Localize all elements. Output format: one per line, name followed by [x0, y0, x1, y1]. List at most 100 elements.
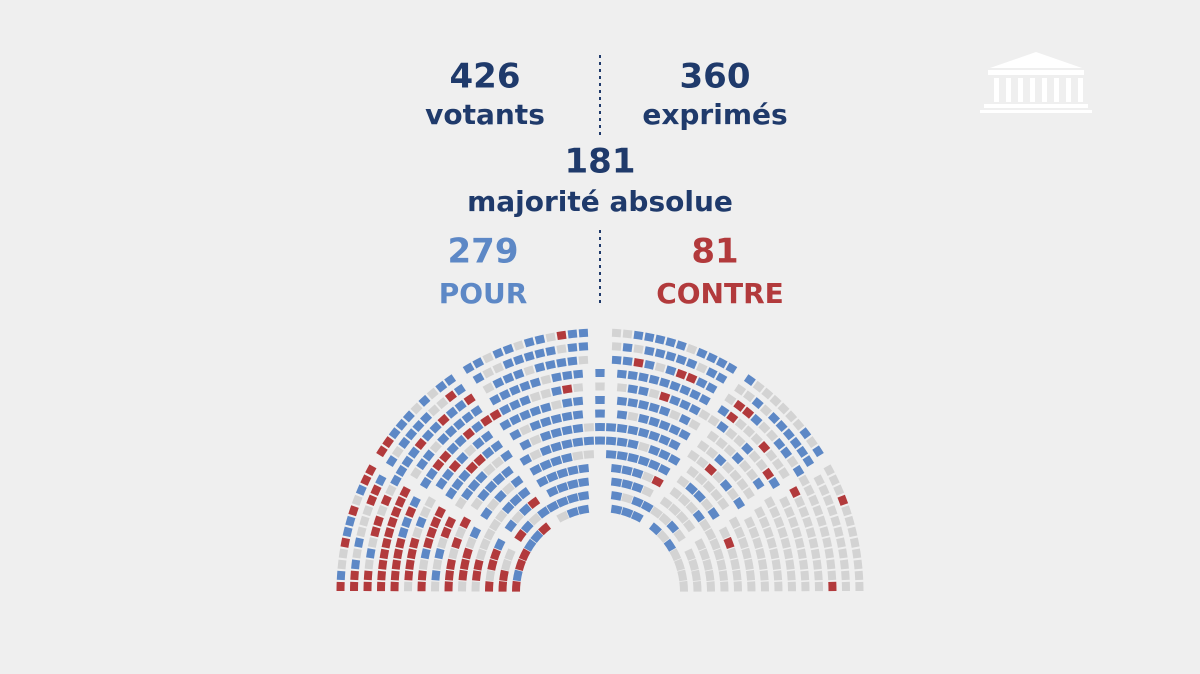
- seat: [391, 445, 404, 458]
- seat: [755, 458, 768, 472]
- seat: [437, 432, 450, 446]
- seat: [785, 559, 795, 570]
- seat: [698, 393, 711, 406]
- seat: [796, 445, 809, 458]
- seat: [685, 482, 698, 496]
- seat: [764, 496, 776, 509]
- seat: [733, 496, 746, 510]
- seat: [393, 548, 403, 560]
- seat: [418, 394, 431, 407]
- seat: [748, 526, 760, 539]
- seat: [828, 474, 840, 486]
- seat: [519, 453, 533, 466]
- seat: [529, 463, 543, 476]
- seat: [462, 427, 475, 440]
- seat: [513, 340, 525, 351]
- seat: [679, 580, 688, 592]
- seat: [688, 403, 701, 416]
- seat: [794, 537, 805, 549]
- seat: [616, 410, 628, 420]
- seat: [812, 445, 824, 458]
- seat: [616, 383, 627, 393]
- seat: [675, 511, 689, 524]
- seat: [667, 453, 681, 466]
- seat: [445, 487, 458, 500]
- seat: [830, 515, 841, 527]
- seat: [668, 503, 681, 517]
- seat: [733, 434, 746, 448]
- seat: [470, 497, 483, 511]
- seat: [561, 411, 573, 422]
- seat: [409, 537, 420, 549]
- seat: [509, 414, 522, 426]
- seat: [723, 536, 735, 550]
- seat: [654, 348, 666, 359]
- seat: [567, 343, 578, 353]
- seat: [382, 436, 394, 449]
- votants-label: votants: [425, 98, 545, 131]
- seat: [724, 393, 737, 406]
- seat: [849, 537, 860, 548]
- seat: [440, 526, 452, 539]
- seat: [782, 428, 795, 441]
- seat: [529, 391, 542, 403]
- seat: [489, 393, 502, 406]
- seat: [750, 413, 763, 427]
- seat: [444, 390, 457, 403]
- seat: [627, 425, 639, 436]
- seat: [407, 446, 420, 459]
- seat: [461, 487, 474, 501]
- seat: [704, 528, 717, 541]
- seat: [439, 450, 452, 463]
- seat: [648, 402, 660, 413]
- seat: [718, 526, 731, 540]
- seat: [725, 427, 738, 440]
- votants-count: 426: [450, 57, 521, 97]
- seat: [806, 436, 818, 449]
- seat: [675, 340, 687, 351]
- seat: [785, 410, 798, 423]
- seat: [616, 451, 628, 461]
- seat: [419, 411, 433, 425]
- seat: [771, 559, 782, 570]
- seat: [853, 559, 863, 570]
- seat: [523, 365, 535, 376]
- seat: [545, 359, 556, 370]
- seat: [583, 423, 594, 432]
- seat: [606, 423, 617, 432]
- seat: [633, 358, 644, 368]
- seat: [465, 536, 477, 550]
- seat: [556, 468, 569, 479]
- seat: [687, 449, 700, 463]
- seat: [364, 559, 374, 570]
- seat: [647, 459, 661, 471]
- seat: [578, 477, 590, 487]
- seat: [412, 419, 425, 433]
- seat: [551, 372, 562, 383]
- seat: [444, 425, 458, 438]
- seat: [476, 548, 487, 561]
- seat: [482, 367, 495, 379]
- seat: [504, 548, 516, 561]
- seat: [380, 494, 392, 507]
- seat: [529, 405, 542, 417]
- seat: [453, 418, 466, 431]
- seat: [578, 355, 589, 365]
- seat: [805, 527, 816, 539]
- seat: [561, 439, 573, 450]
- seat: [463, 393, 476, 406]
- seat: [578, 342, 589, 351]
- seat: [616, 369, 627, 379]
- seat: [518, 548, 531, 562]
- seat: [456, 451, 469, 465]
- seat: [669, 395, 681, 407]
- seat: [500, 449, 513, 463]
- seat: [527, 496, 541, 510]
- seat: [556, 358, 567, 368]
- seat: [752, 477, 765, 490]
- seat: [627, 398, 639, 408]
- seat: [700, 498, 714, 512]
- seat: [748, 450, 761, 463]
- seat: [501, 465, 514, 479]
- seat: [814, 570, 823, 581]
